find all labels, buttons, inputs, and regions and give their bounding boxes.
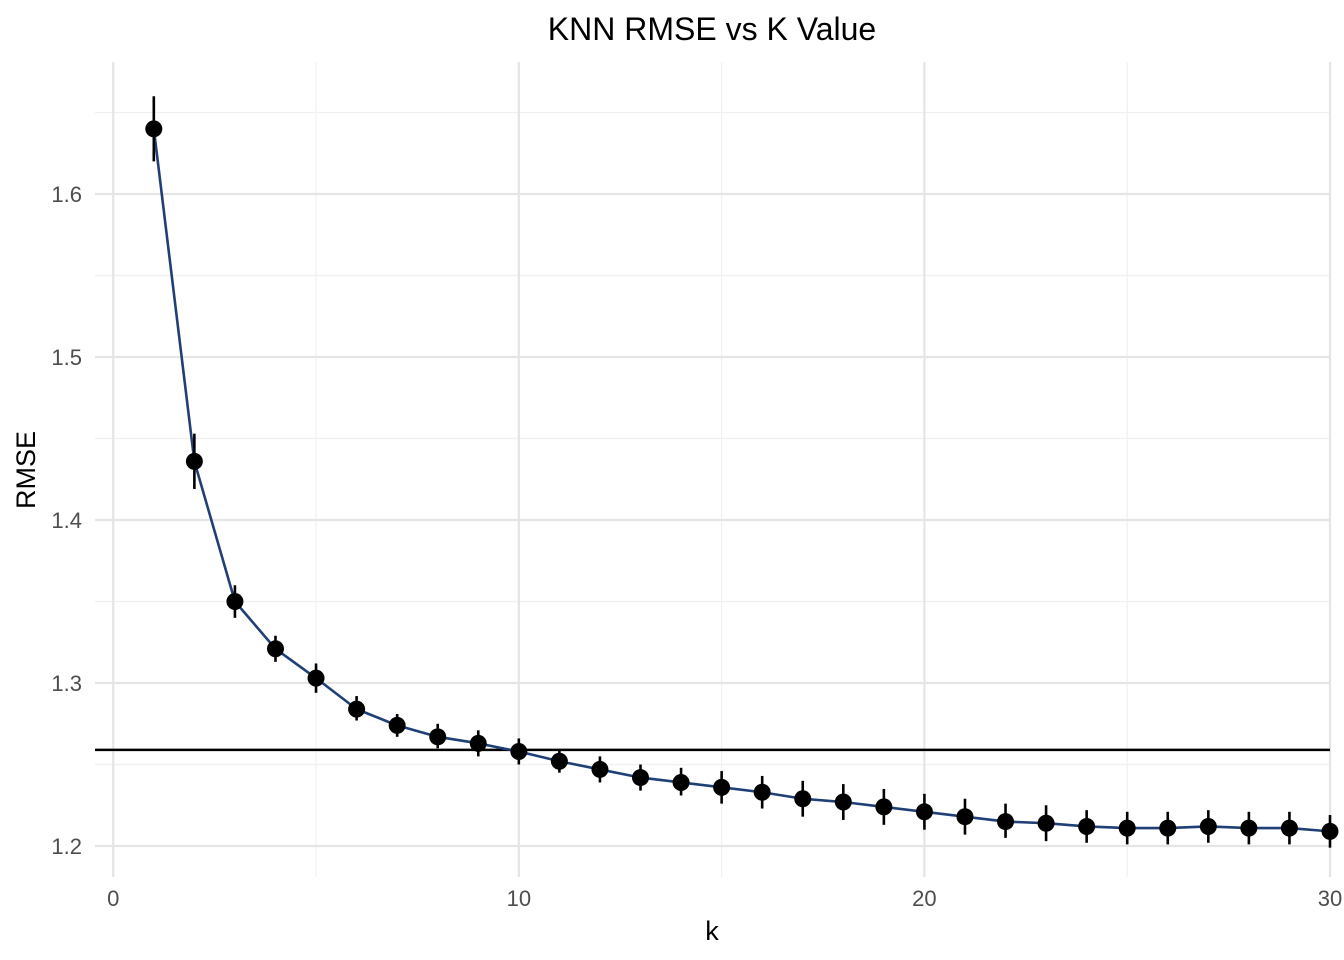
data-point xyxy=(348,700,366,718)
data-point xyxy=(226,593,244,611)
x-axis-title: k xyxy=(705,916,719,946)
series-line xyxy=(152,128,1331,833)
x-tick-label: 10 xyxy=(507,886,531,911)
data-point xyxy=(1199,817,1217,835)
x-tick-label: 30 xyxy=(1318,886,1342,911)
data-point xyxy=(753,783,771,801)
grid xyxy=(95,62,1332,877)
data-point xyxy=(591,760,609,778)
data-point xyxy=(672,773,690,791)
data-point xyxy=(1321,822,1339,840)
data-point xyxy=(713,778,731,796)
data-point xyxy=(915,803,933,821)
data-point xyxy=(388,716,406,734)
y-tick-label: 1.5 xyxy=(51,345,82,370)
data-point xyxy=(429,728,447,746)
data-point xyxy=(550,752,568,770)
data-point xyxy=(997,813,1015,831)
data-point xyxy=(1240,819,1258,837)
chart-title: KNN RMSE vs K Value xyxy=(548,11,876,47)
error-bar-layer xyxy=(152,96,1332,848)
data-point xyxy=(875,798,893,816)
data-point xyxy=(185,452,203,470)
y-axis-title: RMSE xyxy=(11,431,41,509)
x-tick-labels: 0 10 20 30 xyxy=(107,886,1342,911)
data-point xyxy=(834,793,852,811)
y-tick-label: 1.2 xyxy=(51,834,82,859)
data-point xyxy=(1078,817,1096,835)
data-point xyxy=(510,742,528,760)
data-point xyxy=(469,734,487,752)
y-tick-label: 1.6 xyxy=(51,182,82,207)
data-point xyxy=(1037,814,1055,832)
y-tick-label: 1.4 xyxy=(51,508,82,533)
data-point xyxy=(632,769,650,787)
data-point xyxy=(956,808,974,826)
data-point xyxy=(1280,819,1298,837)
data-point xyxy=(1159,819,1177,837)
x-tick-label: 0 xyxy=(107,886,119,911)
data-point xyxy=(266,640,284,658)
x-tick-label: 20 xyxy=(912,886,936,911)
data-point xyxy=(794,790,812,808)
y-tick-labels: 1.2 1.3 1.4 1.5 1.6 xyxy=(51,182,82,859)
series-line-layer xyxy=(152,128,1331,833)
point-layer xyxy=(145,120,1339,840)
y-tick-label: 1.3 xyxy=(51,671,82,696)
data-point xyxy=(307,669,325,687)
data-point xyxy=(145,120,163,138)
data-point xyxy=(1118,819,1136,837)
